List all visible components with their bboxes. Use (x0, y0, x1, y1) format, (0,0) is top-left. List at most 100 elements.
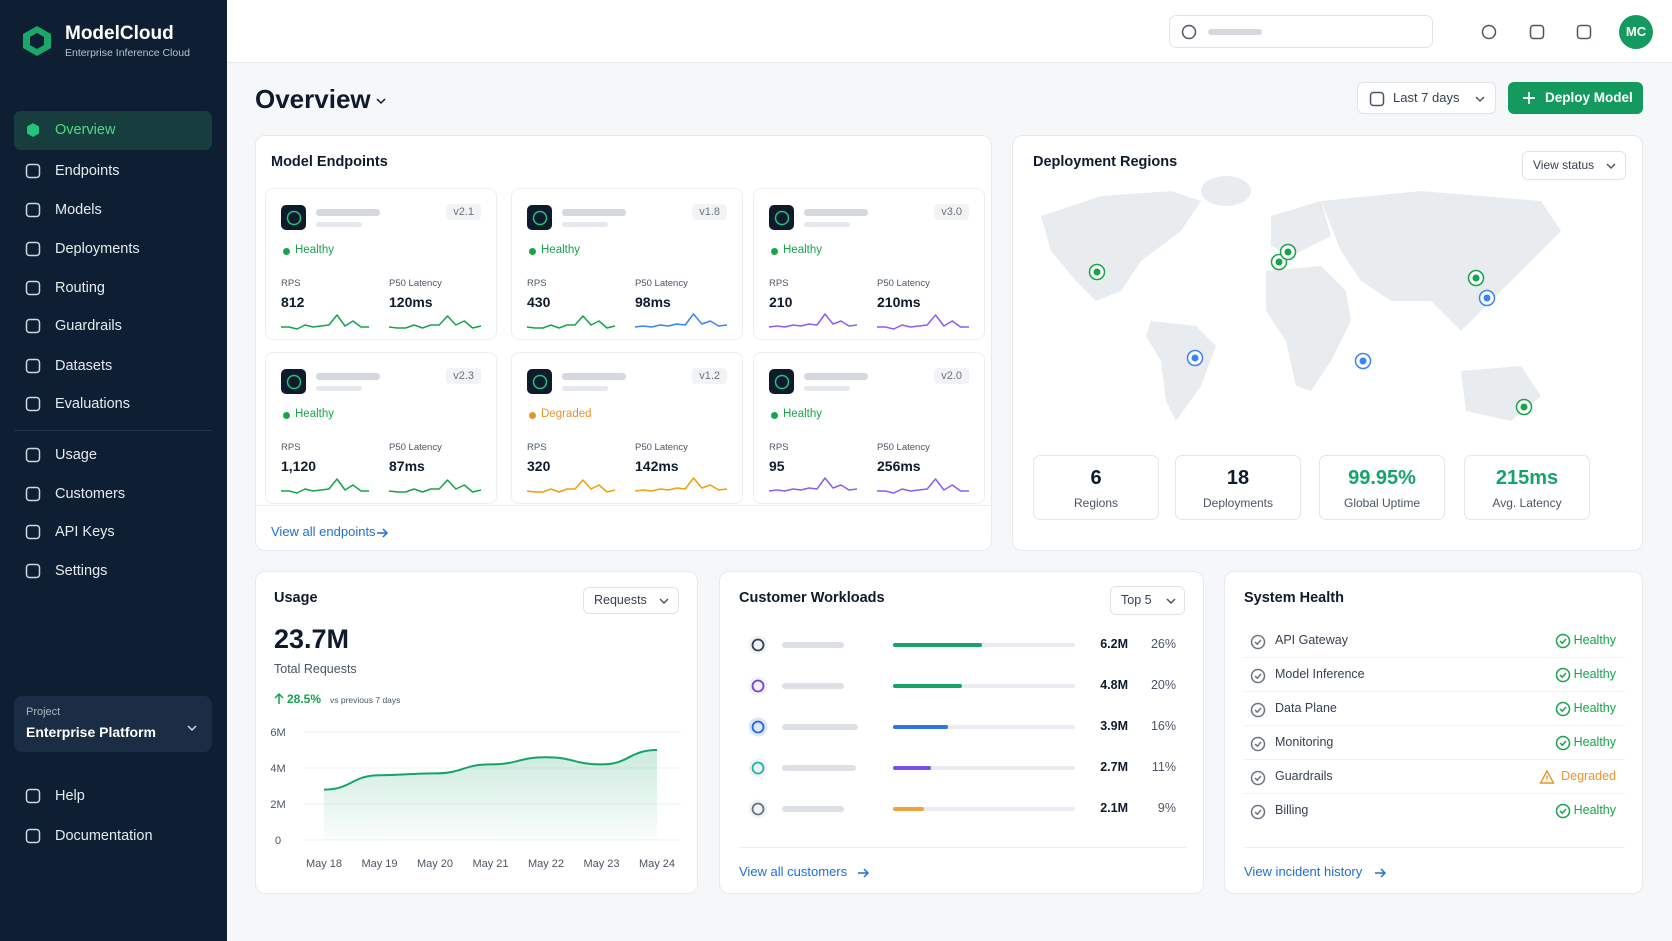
search-box[interactable] (1169, 15, 1433, 48)
avatar[interactable]: MC (1619, 15, 1653, 49)
icon (25, 358, 41, 374)
sparkline-path (281, 478, 369, 494)
nav-label: Overview (55, 122, 116, 138)
endpoint-card[interactable]: v2.0 Healthy RPS 95 P50 Latency 256ms (753, 352, 985, 504)
icon-shape (532, 374, 548, 390)
icon-shape (376, 98, 386, 105)
metric-value: 256ms (877, 458, 921, 474)
nav-item[interactable]: Customers (14, 475, 212, 514)
icon (858, 868, 870, 878)
endpoint-card[interactable]: v2.1 Healthy RPS 812 P50 Latency 120ms (265, 188, 497, 340)
icon (25, 447, 41, 463)
status-label: Degraded (541, 408, 592, 420)
bar (893, 643, 983, 647)
continent (1201, 175, 1251, 207)
nav-label: Evaluations (55, 396, 130, 412)
nav-label: Customers (55, 486, 126, 502)
endpoint-card[interactable]: v1.2 Degraded RPS 320 P50 Latency 142ms (511, 352, 743, 504)
nav-item[interactable]: Models (14, 191, 212, 230)
sparkline (877, 314, 969, 330)
deploy-button[interactable]: Deploy Model (1508, 82, 1643, 114)
icon-shape (751, 720, 765, 734)
stat-value: 6 (1090, 467, 1102, 489)
icon-shape (751, 761, 765, 775)
nav-item[interactable]: Deployments (14, 230, 212, 269)
icon-shape (25, 486, 41, 502)
icon (25, 202, 41, 218)
nav-item[interactable]: Routing (14, 269, 212, 308)
icon (1529, 24, 1545, 40)
nav-label: Documentation (55, 828, 153, 844)
sparkline (281, 478, 369, 494)
icon-shape (1559, 740, 1567, 747)
icon (1481, 24, 1497, 40)
workload-share: 20% (1150, 678, 1176, 692)
service-name: API Gateway (1275, 633, 1348, 647)
filter-button[interactable]: View status (1522, 151, 1626, 180)
endpoint-card[interactable]: v3.0 Healthy RPS 210 P50 Latency 210ms (753, 188, 985, 340)
endpoint-card[interactable]: v2.3 Healthy RPS 1,120 P50 Latency 87ms (265, 352, 497, 504)
icon-shape (1576, 24, 1592, 40)
status-dot (283, 412, 290, 419)
icon-shape (659, 598, 669, 605)
icon (1250, 634, 1266, 650)
date-range[interactable]: Last 7 days (1357, 82, 1496, 114)
nav-item[interactable]: API Keys (14, 513, 212, 552)
sparkline-path (388, 315, 482, 329)
metric-select[interactable]: Requests (583, 587, 679, 614)
icon (1606, 163, 1616, 170)
x-tick-label: May 21 (472, 858, 508, 870)
nav-item[interactable]: Settings (14, 552, 212, 591)
sparkline (768, 477, 858, 492)
icon-shape (1369, 91, 1385, 107)
sidebar: ModelCloud Enterprise Inference Cloud Over… (0, 0, 227, 941)
row-divider (1244, 759, 1625, 760)
x-tick-label: May 22 (528, 858, 564, 870)
icon-shape (1555, 803, 1571, 819)
continent (1266, 266, 1351, 391)
customer-icon (748, 717, 768, 737)
brand-name: ModelCloud (65, 23, 174, 44)
icon (1555, 735, 1571, 751)
usage-change: 28.5% (287, 692, 322, 706)
nav-item[interactable]: Datasets (14, 347, 212, 386)
metric-value: 87ms (389, 458, 425, 474)
sparkline-path (281, 314, 369, 330)
nav-item[interactable]: Usage (14, 436, 212, 475)
nav-item[interactable]: Help (14, 777, 212, 816)
card-title: Model Endpoints (271, 154, 388, 170)
nav-item[interactable]: Documentation (14, 817, 212, 856)
icon (1475, 96, 1485, 103)
workload-value: 3.9M (1100, 719, 1128, 733)
icon-shape (751, 638, 765, 652)
icon-shape (748, 717, 768, 737)
version-badge: v2.0 (934, 368, 969, 384)
nav-item[interactable]: Endpoints (14, 152, 212, 191)
icon-shape (1555, 735, 1571, 751)
nav-item[interactable]: Evaluations (14, 385, 212, 424)
icon-shape (858, 868, 870, 878)
nav-item[interactable]: Overview (14, 111, 212, 150)
endpoint-card[interactable]: v1.8 Healthy RPS 430 P50 Latency 98ms (511, 188, 743, 340)
icon-shape (532, 210, 548, 226)
link[interactable]: View all customers (739, 864, 848, 879)
filter-button[interactable]: Top 5 (1110, 586, 1185, 615)
icon (187, 725, 197, 732)
project-switcher[interactable]: Project Enterprise Platform (14, 696, 212, 752)
link[interactable]: View all endpoints (271, 524, 376, 539)
icon (1555, 803, 1571, 819)
nav-item[interactable]: Guardrails (14, 307, 212, 346)
y-tick-label: 4M (270, 763, 285, 775)
row-divider (1244, 725, 1625, 726)
icon (25, 828, 41, 844)
icon (25, 163, 41, 179)
usage-area (324, 750, 657, 840)
workload-share: 11% (1151, 760, 1176, 774)
project-label: Project (26, 706, 61, 718)
icon (1555, 667, 1571, 683)
link[interactable]: View incident history (1244, 864, 1363, 879)
customer-placeholder (782, 724, 858, 730)
icon-shape (1166, 598, 1176, 605)
icon (532, 210, 548, 226)
